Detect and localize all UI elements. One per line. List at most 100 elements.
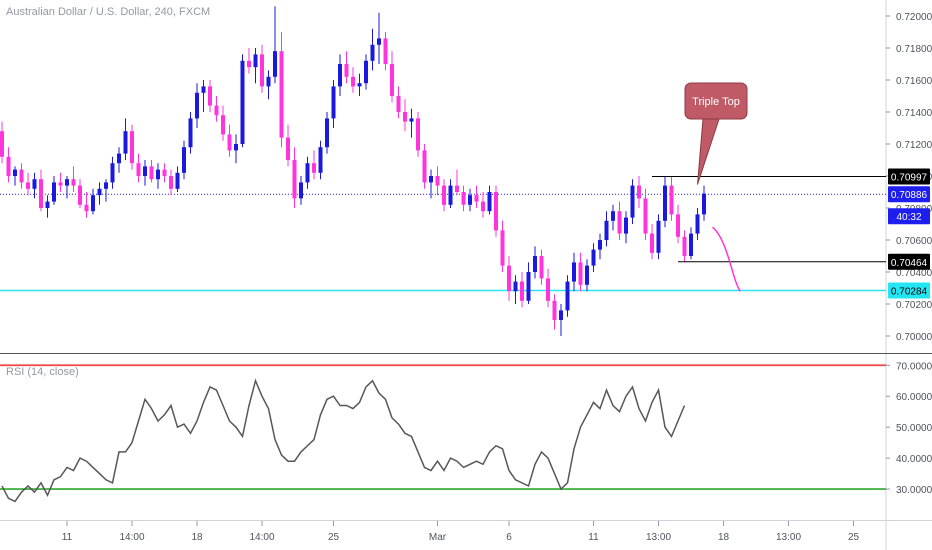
candle-body <box>286 137 290 160</box>
candle-body <box>0 131 4 157</box>
rsi-title: RSI (14, close) <box>6 366 79 378</box>
candle-body <box>305 163 310 183</box>
candle-body <box>325 118 329 148</box>
price-label: 40:32 <box>888 208 930 225</box>
candle-body <box>182 147 186 173</box>
candle-body <box>422 150 427 183</box>
candle-body <box>364 60 368 84</box>
candle-body <box>123 131 128 154</box>
candle-body <box>617 211 622 234</box>
candle-body <box>39 179 43 208</box>
candle-body <box>240 60 245 144</box>
candle-body <box>13 169 17 176</box>
candle-body <box>474 195 479 202</box>
candle-body <box>565 281 570 311</box>
candles <box>0 6 706 336</box>
candle-body <box>71 179 76 186</box>
candle-body <box>357 83 362 87</box>
price-tick-label: 0.71400 <box>896 108 932 119</box>
price-tick-label: 0.72000 <box>896 12 932 23</box>
candle-body <box>227 134 232 151</box>
candle-body <box>162 169 167 176</box>
price-tick-label: 0.70000 <box>896 332 932 343</box>
candle-body <box>435 176 440 186</box>
candle-body <box>32 179 37 189</box>
candle-body <box>682 236 687 256</box>
price-label-text: 40:32 <box>896 212 921 223</box>
candle-body <box>591 249 596 266</box>
candle-body <box>572 262 576 282</box>
candle-body <box>234 144 238 151</box>
candle-body <box>208 86 212 106</box>
candle-body <box>494 192 498 231</box>
candle-body <box>598 240 602 250</box>
candle-body <box>396 96 401 112</box>
candle-body <box>676 214 680 237</box>
candle-body <box>169 176 173 189</box>
candle-body <box>656 220 661 253</box>
candle-body <box>637 185 641 199</box>
candle-body <box>104 182 108 189</box>
candle-body <box>338 64 342 87</box>
time-tick-label: 14:00 <box>249 532 274 543</box>
price-tick-label: 0.71800 <box>896 44 932 55</box>
callout-text: Triple Top <box>692 96 740 108</box>
chart-title: Australian Dollar / U.S. Dollar, 240, FX… <box>6 6 211 18</box>
callout-pointer <box>697 118 720 185</box>
candle-body <box>539 256 544 279</box>
candle-body <box>175 172 180 189</box>
time-tick-label: 18 <box>718 532 730 543</box>
candle-body <box>702 193 706 215</box>
candle-body <box>578 262 583 285</box>
candle-body <box>6 156 11 176</box>
candle-body <box>312 163 316 173</box>
price-tick-label: 0.70400 <box>896 268 932 279</box>
candle-body <box>546 278 550 301</box>
price-label-bg <box>888 168 930 185</box>
candle-body <box>663 185 667 221</box>
price-label-text: 0.70284 <box>891 287 928 298</box>
candle-body <box>78 185 82 205</box>
price-tick-label: 0.70200 <box>896 300 932 311</box>
candle-body <box>695 214 700 234</box>
candle-body <box>643 198 648 234</box>
candle-body <box>520 281 524 301</box>
candle-body <box>377 38 381 45</box>
rsi-tick-label: 60.0000 <box>896 392 932 403</box>
candle-body <box>65 179 69 186</box>
candle-body <box>468 195 472 205</box>
candle-body <box>26 182 30 189</box>
candle-body <box>552 300 557 320</box>
candle-body <box>149 166 154 180</box>
price-label: 0.70997 <box>888 168 930 185</box>
candle-body <box>416 118 420 151</box>
price-tick-label: 0.70600 <box>896 236 932 247</box>
time-tick-label: 11 <box>62 532 73 543</box>
candle-body <box>383 38 388 64</box>
time-tick-label: 25 <box>328 532 340 543</box>
candle-body <box>448 185 453 205</box>
rsi-tick-label: 50.0000 <box>896 423 932 434</box>
time-tick-label: 18 <box>191 532 203 543</box>
candle-body <box>351 76 355 87</box>
candle-body <box>156 169 160 180</box>
price-label-bg <box>888 186 930 203</box>
candle-body <box>279 51 284 138</box>
callout-box <box>684 82 748 120</box>
candle-body <box>143 166 147 176</box>
price-label-bg <box>888 282 930 299</box>
price-label: 0.70284 <box>888 282 930 299</box>
candle-body <box>500 230 505 266</box>
triple-top-callout: Triple Top <box>684 82 748 185</box>
candle-body <box>299 182 303 199</box>
candle-body <box>604 220 609 240</box>
price-tick-label: 0.71600 <box>896 76 932 87</box>
candle-body <box>97 188 102 196</box>
candle-body <box>429 176 433 183</box>
candle-body <box>110 163 115 183</box>
rsi-tick-label: 40.0000 <box>896 454 932 465</box>
price-label-text: 0.70886 <box>891 190 928 201</box>
rsi-tick-label: 30.0000 <box>896 485 932 496</box>
candle-body <box>201 86 206 93</box>
